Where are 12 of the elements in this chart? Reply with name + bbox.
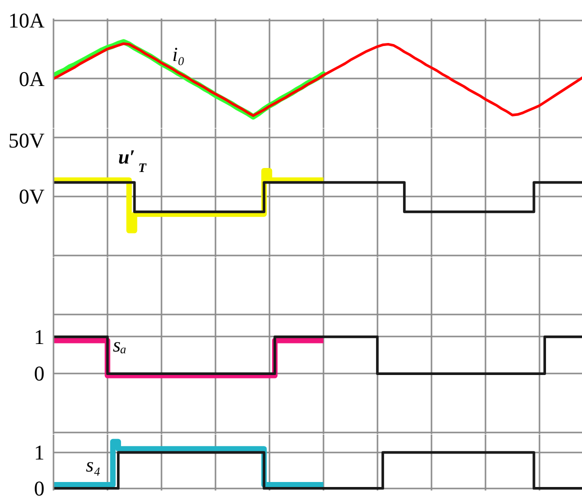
line-series bbox=[54, 42, 582, 117]
y-tick-label: 0 bbox=[34, 476, 44, 499]
y-tick-label: 0 bbox=[34, 362, 44, 386]
y-tick-label: 0V bbox=[18, 184, 45, 209]
y-tick-label: 0A bbox=[18, 66, 46, 91]
series-label: sₐ bbox=[112, 334, 127, 357]
y-tick-label: 50V bbox=[8, 128, 45, 152]
series-label: s₄ bbox=[86, 454, 101, 476]
series-label: i₀ bbox=[172, 44, 185, 66]
y-tick-label: 10A bbox=[8, 8, 46, 32]
y-tick-label: 1 bbox=[34, 440, 44, 464]
y-tick-label: 1 bbox=[34, 324, 44, 349]
